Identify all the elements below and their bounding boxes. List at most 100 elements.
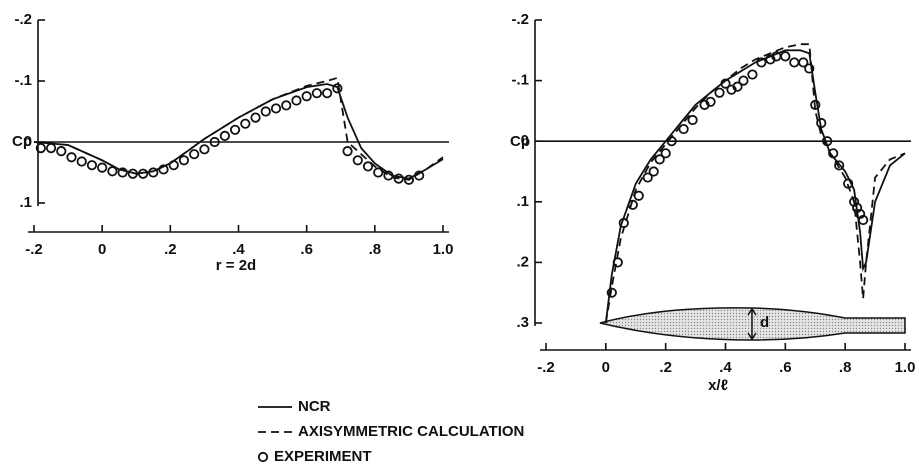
experiment-point	[117, 167, 128, 178]
experiment-point	[804, 63, 815, 74]
experiment-point	[789, 57, 800, 68]
experiment-point	[291, 95, 302, 106]
experiment-point	[648, 166, 659, 177]
x-tick-label: .2	[164, 241, 177, 258]
experiment-point	[756, 57, 767, 68]
x-tick-label: 1.0	[895, 359, 916, 376]
x-tick-label: .6	[779, 359, 792, 376]
legend-label: EXPERIMENT	[274, 448, 372, 465]
y-axis-label: Cp	[12, 133, 32, 150]
experiment-point	[373, 167, 384, 178]
x-tick-label: .2	[659, 359, 672, 376]
experiment-point	[414, 170, 425, 181]
experiment-point	[393, 173, 404, 184]
y-tick-label: .2	[516, 253, 529, 270]
experiment-point	[834, 160, 845, 171]
experiment-point	[127, 168, 138, 179]
y-tick-label: .1	[19, 194, 32, 211]
experiment-point	[107, 166, 118, 177]
experiment-point	[168, 160, 179, 171]
x-axis-label: x/ℓ	[708, 377, 728, 394]
experiment-point	[810, 99, 821, 110]
experiment-point	[322, 88, 333, 99]
legend: NCR AXISYMMETRIC CALCULATION EXPERIMENT	[257, 398, 524, 465]
experiment-point	[209, 136, 220, 148]
experiment-point	[332, 83, 343, 94]
experiment-point	[97, 162, 108, 173]
experiment-point	[858, 214, 869, 226]
curve	[33, 76, 444, 181]
experiment-point	[654, 154, 665, 165]
experiment-point	[798, 57, 809, 68]
experiment-point	[352, 155, 363, 166]
y-tick-label: -.1	[14, 72, 32, 89]
experiment-point	[76, 156, 87, 167]
experiment-point	[627, 199, 638, 210]
experiment-point	[86, 160, 98, 171]
experiment-point	[606, 287, 617, 298]
experiment-point	[822, 136, 833, 147]
annotation: d	[760, 314, 769, 331]
y-tick-label: .3	[516, 314, 529, 331]
experiment-point	[45, 143, 57, 154]
experiment-point	[311, 88, 322, 99]
experiment-point	[137, 168, 149, 179]
experiment-point	[618, 217, 629, 229]
experiment-point	[270, 103, 282, 114]
experiment-point	[738, 75, 749, 86]
experiment-point	[383, 170, 394, 181]
x-tick-label: 0	[98, 241, 106, 258]
experiment-point	[403, 174, 415, 185]
experiment-point	[158, 164, 169, 175]
x-tick-label: 1.0	[433, 241, 454, 258]
experiment-point	[301, 91, 312, 102]
experiment-point	[633, 190, 644, 201]
curve	[604, 49, 906, 324]
experiment-point	[642, 172, 653, 183]
experiment-point	[612, 257, 623, 268]
experiment-point	[148, 167, 159, 178]
experiment-point	[816, 117, 827, 129]
experiment-point	[678, 123, 689, 135]
x-tick-label: 0	[602, 359, 610, 376]
y-tick-label: 0	[521, 132, 529, 149]
curve	[604, 43, 906, 324]
experiment-point	[780, 51, 791, 62]
experiment-point	[240, 118, 251, 129]
x-tick-label: .6	[300, 241, 313, 258]
x-tick-label: -.2	[537, 359, 555, 376]
experiment-point	[720, 78, 731, 89]
y-tick-label: -.2	[14, 11, 32, 28]
y-tick-label: .1	[516, 193, 529, 210]
legend-label: AXISYMMETRIC CALCULATION	[298, 423, 524, 440]
experiment-point	[843, 178, 854, 189]
y-tick-label: 0	[24, 133, 32, 150]
experiment-point	[35, 143, 46, 154]
experiment-point	[260, 106, 271, 117]
arrow-head	[747, 307, 757, 341]
experiment-point	[250, 112, 261, 123]
x-tick-label: .4	[232, 241, 245, 258]
legend-label: NCR	[298, 398, 331, 415]
experiment-point	[705, 96, 716, 107]
y-tick-label: -.2	[511, 11, 529, 28]
experiment-point	[660, 148, 671, 159]
experiment-point	[219, 130, 230, 141]
experiment-point	[178, 155, 190, 166]
experiment-point	[189, 149, 200, 160]
experiment-point	[342, 146, 353, 157]
y-tick-label: -.1	[511, 72, 529, 89]
experiment-point	[732, 81, 743, 92]
experiment-point	[687, 114, 698, 126]
experiment-point	[56, 146, 67, 157]
experiment-point	[66, 152, 77, 163]
x-axis-label: r = 2d	[216, 257, 256, 274]
x-tick-label: -.2	[25, 241, 43, 258]
x-tick-label: .4	[719, 359, 732, 376]
experiment-point	[199, 144, 210, 155]
legend-marker	[257, 451, 269, 463]
experiment-point	[281, 100, 292, 111]
experiment-point	[362, 161, 374, 172]
x-tick-label: .8	[369, 241, 382, 258]
